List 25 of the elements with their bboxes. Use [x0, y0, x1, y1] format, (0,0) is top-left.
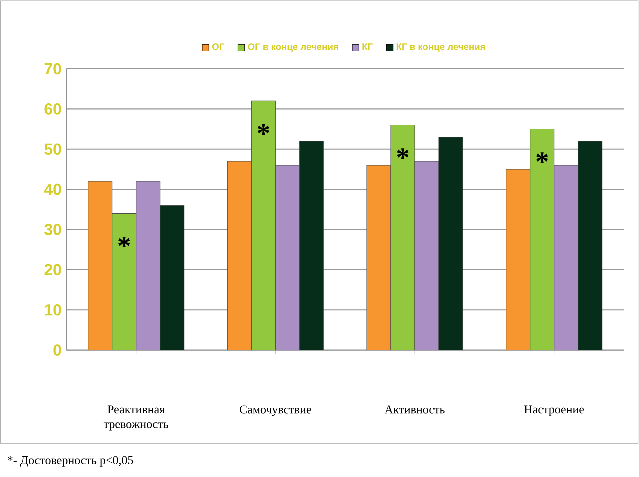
y-tick-label: 0: [54, 344, 62, 356]
bar: [366, 165, 392, 350]
bar: [88, 181, 113, 350]
annotation: *: [118, 237, 130, 248]
x-tick-label: Активность: [384, 406, 445, 414]
y-tick-label: 50: [44, 144, 62, 156]
legend-label: ОГ: [212, 44, 224, 50]
bar: [227, 161, 252, 350]
y-tick-label: 70: [44, 63, 62, 75]
annotation: *: [397, 148, 409, 160]
y-tick-label: 20: [44, 264, 62, 276]
legend-label: КГ в конце лечения: [396, 44, 486, 52]
y-tick-label: 30: [44, 224, 62, 236]
annotation: *: [258, 124, 270, 135]
y-tick-label: 60: [44, 104, 62, 115]
bar: [506, 169, 531, 350]
legend-label: КГ: [362, 44, 373, 50]
annotation: *: [536, 152, 548, 164]
legend-label: ОГ в конце лечения: [248, 44, 338, 52]
x-tick-label: Самочувствие: [240, 406, 312, 416]
text: *- Достоверность р<0,05: [8, 456, 134, 467]
y-tick-label: 10: [45, 304, 62, 316]
x-tick-label: Настроение: [524, 406, 584, 416]
x-tick-label: Реактивная тревожность: [104, 406, 168, 431]
y-tick-label: 40: [44, 184, 62, 196]
